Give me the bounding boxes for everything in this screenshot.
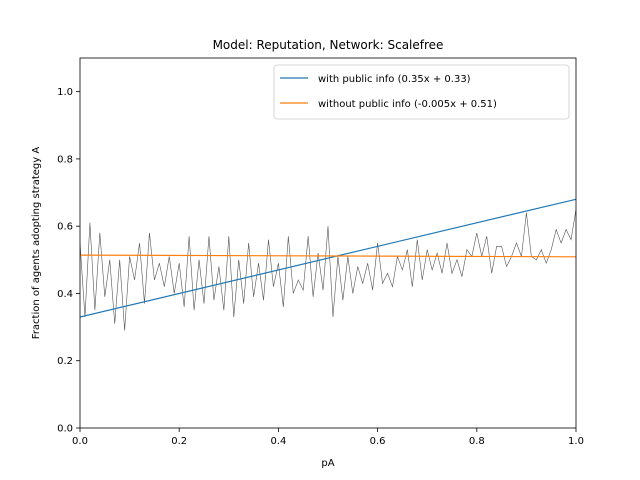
- x-tick-label: 0.0: [72, 436, 88, 447]
- y-axis-label: Fraction of agents adopting strategy A: [31, 147, 42, 340]
- legend-box: [273, 64, 570, 120]
- fit-line-without-public-info: [80, 254, 576, 258]
- y-tick-label: 0.0: [57, 424, 73, 435]
- x-tick-label: 1.0: [568, 436, 584, 447]
- y-tick-label: 1.0: [57, 87, 73, 98]
- x-tick-label: 0.4: [270, 436, 286, 447]
- legend-label-with-public-info: with public info (0.35x + 0.33): [318, 74, 471, 85]
- y-axis: 0.0 0.2 0.4 0.6 0.8 1.0: [57, 87, 80, 435]
- legend-label-without-public-info: without public info (-0.005x + 0.51): [318, 99, 497, 110]
- x-axis: 0.0 0.2 0.4 0.6 0.8 1.0: [72, 428, 584, 447]
- x-tick-label: 0.8: [469, 436, 485, 447]
- fit-line-with-public-info: [80, 198, 576, 318]
- chart-title: Model: Reputation, Network: Scalefree: [213, 38, 444, 52]
- y-tick-label: 0.6: [57, 222, 73, 233]
- plot-area: [80, 198, 576, 331]
- x-tick-label: 0.2: [171, 436, 187, 447]
- legend: with public info (0.35x + 0.33) without …: [273, 64, 570, 120]
- y-tick-label: 0.2: [57, 356, 73, 367]
- x-axis-label: pA: [321, 458, 334, 469]
- plot-frame: [79, 57, 577, 429]
- y-tick-label: 0.4: [57, 289, 73, 300]
- x-tick-label: 0.6: [370, 436, 386, 447]
- raw-data-line: [80, 209, 576, 331]
- y-tick-label: 0.8: [57, 154, 73, 165]
